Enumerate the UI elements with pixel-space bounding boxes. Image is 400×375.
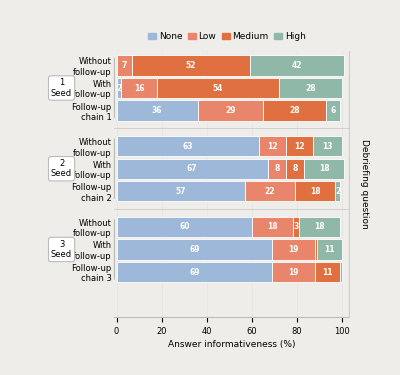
Text: 69: 69: [189, 245, 200, 254]
Bar: [116, 136, 259, 156]
Text: 8: 8: [274, 164, 280, 173]
Text: 18: 18: [267, 222, 278, 231]
Bar: [198, 100, 263, 121]
Text: 69: 69: [189, 267, 200, 276]
Bar: [326, 100, 340, 121]
Text: 8: 8: [292, 164, 298, 173]
Text: 63: 63: [182, 142, 193, 151]
Text: 28: 28: [290, 106, 300, 115]
Text: 36: 36: [152, 106, 162, 115]
Bar: [116, 262, 272, 282]
Bar: [157, 78, 279, 98]
Text: 11: 11: [322, 267, 333, 276]
Bar: [245, 181, 295, 201]
Bar: [250, 56, 344, 75]
Bar: [116, 100, 198, 121]
Bar: [272, 262, 315, 282]
Bar: [315, 262, 340, 282]
Text: 67: 67: [187, 164, 198, 173]
Text: 19: 19: [288, 245, 299, 254]
Text: 3: 3: [293, 222, 298, 231]
Text: 22: 22: [265, 187, 275, 196]
Bar: [299, 217, 340, 237]
Legend: None, Low, Medium, High: None, Low, Medium, High: [144, 28, 310, 45]
Text: 57: 57: [176, 187, 186, 196]
Text: 60: 60: [179, 222, 190, 231]
Text: 54: 54: [213, 84, 223, 93]
Bar: [263, 100, 326, 121]
Text: 52: 52: [186, 61, 196, 70]
Text: 2: 2: [116, 84, 122, 93]
Text: 28: 28: [305, 84, 316, 93]
Text: 42: 42: [292, 61, 302, 70]
Bar: [116, 78, 121, 98]
Text: 1
Seed: 1 Seed: [51, 78, 72, 98]
Text: 18: 18: [319, 164, 329, 173]
Text: 18: 18: [314, 222, 325, 231]
Bar: [121, 78, 157, 98]
Text: 29: 29: [225, 106, 236, 115]
Bar: [304, 159, 344, 179]
Bar: [286, 136, 313, 156]
Text: 16: 16: [134, 84, 144, 93]
Text: 2
Seed: 2 Seed: [51, 159, 72, 178]
Bar: [317, 239, 342, 260]
Bar: [116, 217, 252, 237]
Bar: [259, 136, 286, 156]
Bar: [340, 262, 342, 282]
Bar: [315, 239, 317, 260]
Bar: [295, 181, 335, 201]
Text: 19: 19: [288, 267, 299, 276]
Bar: [116, 159, 268, 179]
Text: 12: 12: [267, 142, 278, 151]
Bar: [286, 159, 304, 179]
Text: 12: 12: [294, 142, 304, 151]
Y-axis label: Debriefing question: Debriefing question: [360, 139, 369, 229]
Bar: [132, 56, 250, 75]
Bar: [272, 239, 315, 260]
Bar: [252, 217, 292, 237]
Bar: [268, 159, 286, 179]
X-axis label: Answer informativeness (%): Answer informativeness (%): [168, 340, 295, 349]
Text: 6: 6: [330, 106, 336, 115]
Bar: [116, 181, 245, 201]
Text: 18: 18: [310, 187, 320, 196]
Text: 13: 13: [322, 142, 333, 151]
Text: 3
Seed: 3 Seed: [51, 240, 72, 259]
Bar: [279, 78, 342, 98]
Bar: [292, 217, 299, 237]
Text: 7: 7: [122, 61, 127, 70]
Bar: [313, 136, 342, 156]
Text: 11: 11: [324, 245, 335, 254]
Text: 2: 2: [335, 187, 340, 196]
Bar: [116, 239, 272, 260]
Bar: [116, 56, 132, 75]
Bar: [335, 181, 340, 201]
